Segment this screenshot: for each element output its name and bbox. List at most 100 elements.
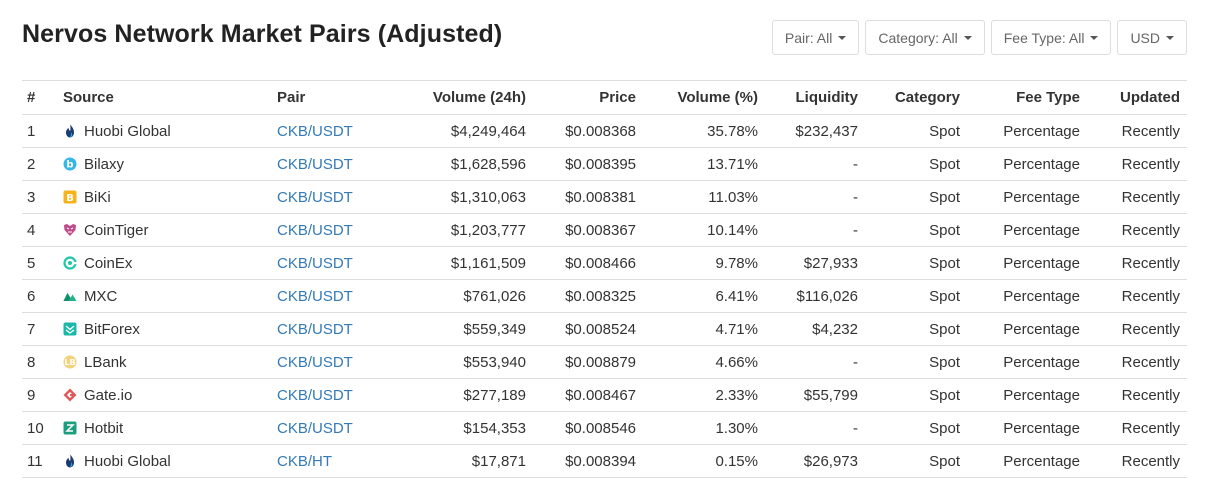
table-row: 6 MXC CKB/USDT $761,026 $0.008325 6.41% $116,0…: [22, 279, 1187, 313]
liquidity-cell: $27,933: [765, 246, 865, 280]
category-cell: Spot: [865, 411, 967, 445]
source-cell[interactable]: b Bilaxy: [56, 147, 270, 181]
source-cell[interactable]: BitForex: [56, 312, 270, 346]
updated-cell: Recently: [1087, 180, 1187, 214]
category-cell: Spot: [865, 444, 967, 478]
price-cell: $0.008546: [533, 411, 643, 445]
price-cell: $0.008524: [533, 312, 643, 346]
source-cell[interactable]: Huobi Global: [56, 114, 270, 148]
volume-cell: $553,940: [388, 345, 533, 379]
pair-cell: CKB/USDT: [270, 345, 388, 379]
liquidity-cell: $55,799: [765, 378, 865, 412]
source-name[interactable]: BitForex: [84, 320, 140, 338]
page-title: Nervos Network Market Pairs (Adjusted): [22, 20, 503, 48]
liquidity-cell: -: [765, 180, 865, 214]
rank-cell: 1: [22, 114, 56, 148]
svg-text:B: B: [66, 193, 74, 204]
currency-dropdown[interactable]: USD: [1117, 20, 1187, 55]
pair-filter-label: Pair: All: [784, 29, 833, 46]
source-cell[interactable]: MXC: [56, 279, 270, 313]
header-updated[interactable]: Updated: [1087, 80, 1187, 115]
fee-type-cell: Percentage: [967, 378, 1087, 412]
huobi-icon: [63, 454, 77, 468]
market-pairs-table: # Source Pair Volume (24h) Price Volume …: [22, 80, 1187, 478]
liquidity-cell: $232,437: [765, 114, 865, 148]
header-volume-percent[interactable]: Volume (%): [643, 80, 765, 115]
header-category[interactable]: Category: [865, 80, 967, 115]
pair-link[interactable]: CKB/HT: [277, 452, 333, 470]
rank-cell: 7: [22, 312, 56, 346]
rank-cell: 6: [22, 279, 56, 313]
source-name[interactable]: Bilaxy: [84, 155, 125, 173]
rank-cell: 11: [22, 444, 56, 478]
fee-type-filter-dropdown[interactable]: Fee Type: All: [990, 20, 1112, 55]
price-cell: $0.008325: [533, 279, 643, 313]
source-cell[interactable]: Huobi Global: [56, 444, 270, 478]
pair-link[interactable]: CKB/USDT: [277, 188, 353, 206]
category-cell: Spot: [865, 246, 967, 280]
source-name[interactable]: CoinEx: [84, 254, 133, 272]
updated-cell: Recently: [1087, 213, 1187, 247]
header-pair[interactable]: Pair: [270, 80, 388, 115]
source-name[interactable]: BiKi: [84, 188, 111, 206]
header-rank[interactable]: #: [22, 80, 56, 115]
svg-text:b: b: [66, 160, 73, 171]
header-fee-type[interactable]: Fee Type: [967, 80, 1087, 115]
coinex-icon: [63, 256, 77, 270]
pair-link[interactable]: CKB/USDT: [277, 254, 353, 272]
pair-link[interactable]: CKB/USDT: [277, 122, 353, 140]
pair-link[interactable]: CKB/USDT: [277, 320, 353, 338]
source-name[interactable]: LBank: [84, 353, 127, 371]
fee-type-cell: Percentage: [967, 114, 1087, 148]
pair-cell: CKB/USDT: [270, 246, 388, 280]
pair-link[interactable]: CKB/USDT: [277, 155, 353, 173]
volume-percent-cell: 4.66%: [643, 345, 765, 379]
source-cell[interactable]: B BiKi: [56, 180, 270, 214]
fee-type-cell: Percentage: [967, 213, 1087, 247]
volume-percent-cell: 4.71%: [643, 312, 765, 346]
source-cell[interactable]: Gate.io: [56, 378, 270, 412]
source-name[interactable]: Huobi Global: [84, 122, 171, 140]
source-name[interactable]: Huobi Global: [84, 452, 171, 470]
header-price[interactable]: Price: [533, 80, 643, 115]
hotbit-icon: [63, 421, 77, 435]
source-name[interactable]: MXC: [84, 287, 118, 305]
pair-cell: CKB/HT: [270, 444, 388, 478]
volume-cell: $761,026: [388, 279, 533, 313]
source-cell[interactable]: CoinTiger: [56, 213, 270, 247]
pair-link[interactable]: CKB/USDT: [277, 221, 353, 239]
pair-filter-dropdown[interactable]: Pair: All: [771, 20, 860, 55]
header-source[interactable]: Source: [56, 80, 270, 115]
source-cell[interactable]: CoinEx: [56, 246, 270, 280]
volume-percent-cell: 0.15%: [643, 444, 765, 478]
volume-percent-cell: 11.03%: [643, 180, 765, 214]
source-cell[interactable]: LB LBank: [56, 345, 270, 379]
pair-link[interactable]: CKB/USDT: [277, 419, 353, 437]
fee-type-filter-label: Fee Type: All: [1003, 29, 1085, 46]
pair-link[interactable]: CKB/USDT: [277, 287, 353, 305]
header-volume[interactable]: Volume (24h): [388, 80, 533, 115]
source-name[interactable]: CoinTiger: [84, 221, 149, 239]
source-name[interactable]: Hotbit: [84, 419, 124, 437]
volume-cell: $277,189: [388, 378, 533, 412]
liquidity-cell: -: [765, 411, 865, 445]
volume-percent-cell: 9.78%: [643, 246, 765, 280]
pair-cell: CKB/USDT: [270, 279, 388, 313]
pair-cell: CKB/USDT: [270, 114, 388, 148]
updated-cell: Recently: [1087, 411, 1187, 445]
market-pairs-table-container: # Source Pair Volume (24h) Price Volume …: [22, 80, 1187, 478]
source-cell[interactable]: Hotbit: [56, 411, 270, 445]
pair-link[interactable]: CKB/USDT: [277, 386, 353, 404]
pair-link[interactable]: CKB/USDT: [277, 353, 353, 371]
category-cell: Spot: [865, 180, 967, 214]
lbank-icon: LB: [63, 355, 77, 369]
gateio-icon: [63, 388, 77, 402]
rank-cell: 9: [22, 378, 56, 412]
source-name[interactable]: Gate.io: [84, 386, 133, 404]
updated-cell: Recently: [1087, 444, 1187, 478]
header-liquidity[interactable]: Liquidity: [765, 80, 865, 115]
updated-cell: Recently: [1087, 378, 1187, 412]
category-filter-dropdown[interactable]: Category: All: [865, 20, 985, 55]
updated-cell: Recently: [1087, 147, 1187, 181]
category-cell: Spot: [865, 345, 967, 379]
